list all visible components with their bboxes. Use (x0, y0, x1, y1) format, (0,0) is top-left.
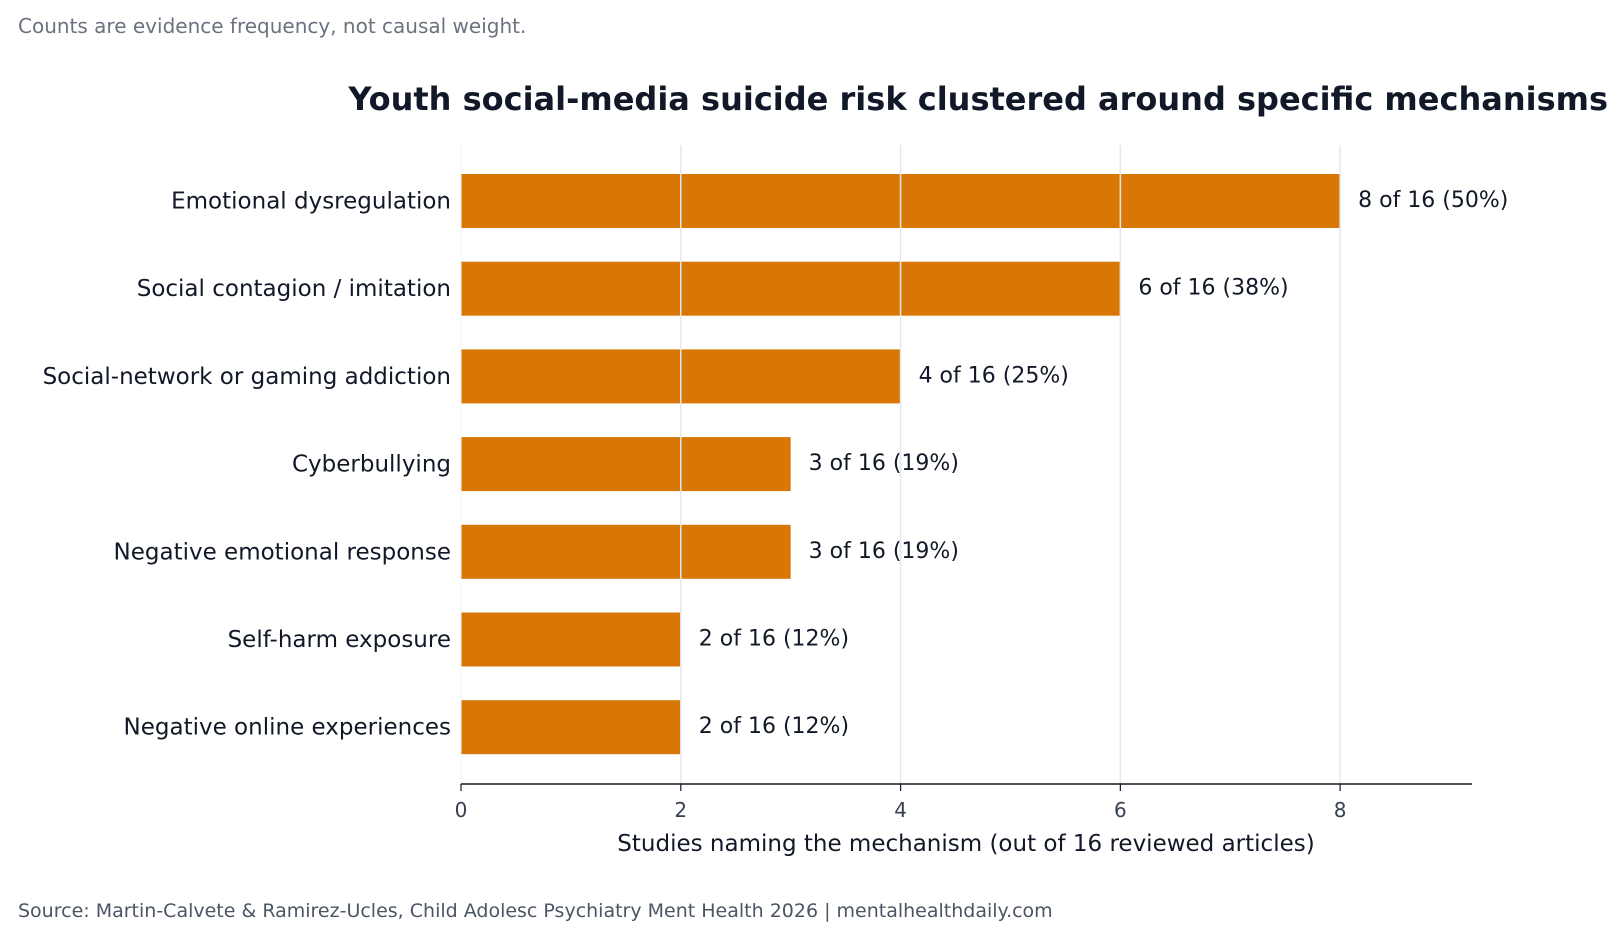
category-label: Self-harm exposure (228, 627, 451, 653)
bar (461, 261, 1121, 316)
category-label: Cyberbullying (292, 452, 451, 478)
value-label: 2 of 16 (12%) (699, 714, 849, 739)
grid-layer (460, 145, 1341, 784)
ticks-layer: 0 2 4 6 8 (455, 784, 1347, 822)
category-label: Social contagion / imitation (137, 276, 451, 302)
x-tick-label: 8 (1334, 798, 1347, 822)
chart-note: Counts are evidence frequency, not causa… (18, 14, 526, 38)
x-tick-label: 6 (1114, 798, 1127, 822)
category-label: Social-network or gaming addiction (43, 364, 451, 390)
value-label: 6 of 16 (38%) (1138, 276, 1288, 301)
value-label: 4 of 16 (25%) (919, 363, 1069, 388)
value-label: 2 of 16 (12%) (699, 627, 849, 652)
bar (461, 700, 681, 755)
x-tick-label: 4 (894, 798, 907, 822)
labels-layer: Emotional dysregulation 8 of 16 (50%) Soci… (43, 188, 1509, 741)
source-note: Source: Martin-Calvete & Ramirez-Ucles, … (18, 900, 1053, 922)
x-axis-title: Studies naming the mechanism (out of 16 … (617, 831, 1314, 857)
value-label: 3 of 16 (19%) (809, 451, 959, 476)
category-label: Negative emotional response (114, 539, 451, 565)
bar (461, 612, 681, 667)
bar (461, 524, 791, 579)
value-label: 8 of 16 (50%) (1358, 188, 1508, 213)
category-label: Negative online experiences (124, 715, 451, 741)
chart-title: Youth social-media suicide risk clustere… (347, 80, 1608, 118)
value-label: 3 of 16 (19%) (809, 539, 959, 564)
x-tick-label: 2 (674, 798, 687, 822)
x-tick-label: 0 (455, 798, 468, 822)
bar (461, 437, 791, 492)
category-label: Emotional dysregulation (171, 189, 451, 215)
